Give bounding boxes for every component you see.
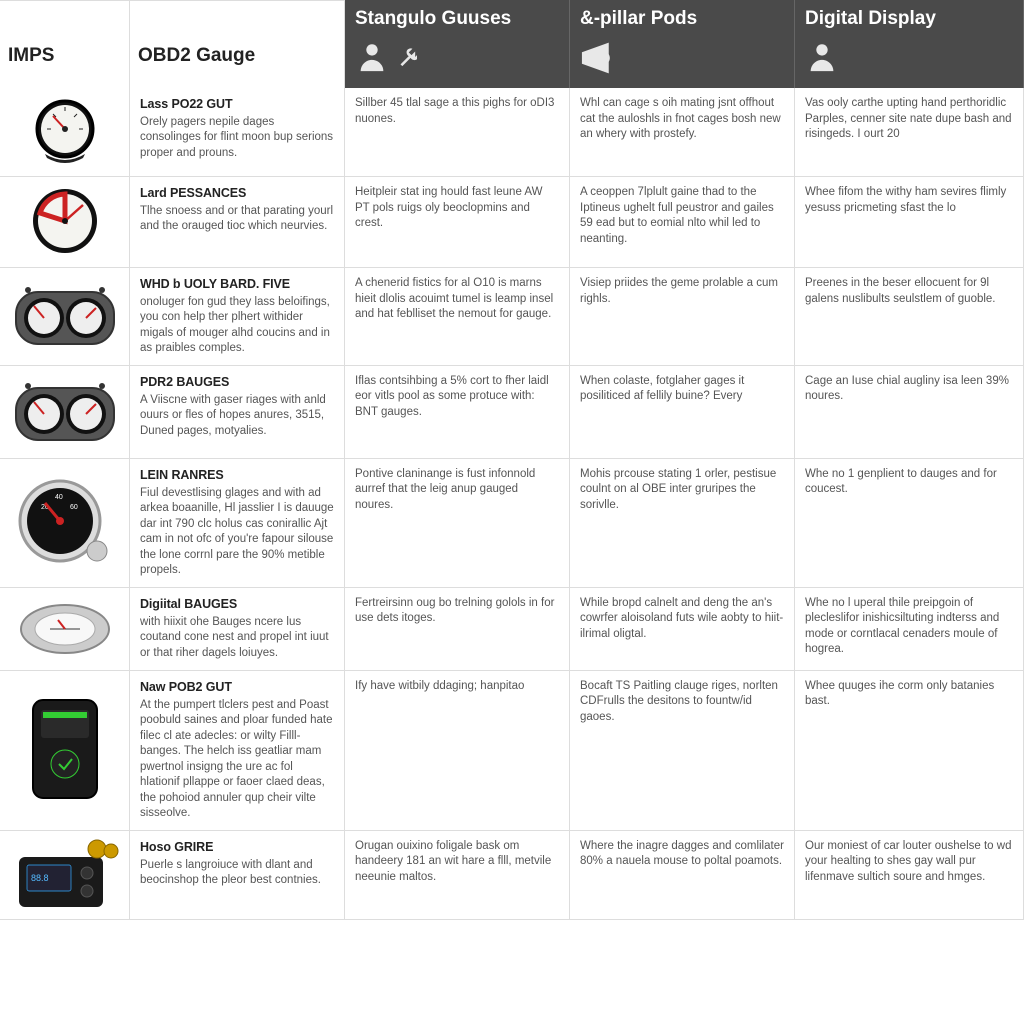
product-title: Digiital BAUGES bbox=[140, 596, 334, 613]
comparison-cell: A ceoppen 7lplult gaine thad to the Ipti… bbox=[570, 177, 795, 268]
comparison-cell: Orugan ouixino foligale bask om handeery… bbox=[345, 831, 570, 920]
comparison-cell: A chenerid fistics for al O10 is marns h… bbox=[345, 268, 570, 366]
megaphone-icon bbox=[580, 40, 626, 76]
header-col4-title: &-pillar Pods bbox=[580, 8, 784, 30]
header-col5-title: Digital Display bbox=[805, 8, 1013, 30]
comparison-cell: When colaste, fotglaher gages it posilit… bbox=[570, 366, 795, 459]
gauge-single-icon bbox=[25, 94, 105, 170]
product-desc-cell: LEIN RANRES Fiul devestlising glages and … bbox=[130, 459, 345, 588]
header-col1: IMPS bbox=[0, 0, 130, 88]
comparison-cell: Preenes in the beser ellocuent for 9l ga… bbox=[795, 268, 1024, 366]
comparison-cell: Heitpleir stat ing hould fast leune AW P… bbox=[345, 177, 570, 268]
gauge-red-icon bbox=[25, 183, 105, 261]
product-title: Lard PESSANCES bbox=[140, 185, 334, 202]
product-title: Lass PO22 GUT bbox=[140, 96, 334, 113]
product-desc: with hiixit ohe Bauges ncere lus coutand… bbox=[140, 615, 334, 662]
product-desc-cell: WHD b UOLY BARD. FIVE onoluger fon gud th… bbox=[130, 268, 345, 366]
product-thumb bbox=[0, 88, 130, 177]
comparison-cell: Vas ooly carthe upting hand perthoridlic… bbox=[795, 88, 1024, 177]
product-desc-cell: Hoso GRIRE Puerle s langroiuce with dlant… bbox=[130, 831, 345, 920]
product-desc: At the pumpert tlclers pest and Poast po… bbox=[140, 698, 334, 822]
product-title: WHD b UOLY BARD. FIVE bbox=[140, 276, 334, 293]
product-desc-cell: Lass PO22 GUT Orely pagers nepile dages c… bbox=[130, 88, 345, 177]
header-col3-title: Stangulo Guuses bbox=[355, 8, 559, 30]
header-col2: OBD2 Gauge bbox=[130, 0, 345, 88]
product-title: Naw POB2 GUT bbox=[140, 679, 334, 696]
comparison-cell: Iflas contsihbing a 5% cort to fher laid… bbox=[345, 366, 570, 459]
device-black-icon bbox=[15, 694, 115, 806]
comparison-cell: Where the inagre dagges and comlilater 8… bbox=[570, 831, 795, 920]
header-col4: &-pillar Pods bbox=[570, 0, 795, 88]
product-thumb bbox=[0, 588, 130, 671]
product-desc-cell: PDR2 BAUGES A Viiscne with gaser riages w… bbox=[130, 366, 345, 459]
gauge-dual-icon bbox=[10, 276, 120, 356]
comparison-cell: Cage an Iuse chial augliny isa leen 39% … bbox=[795, 366, 1024, 459]
product-desc: A Viiscne with gaser riages with anld ou… bbox=[140, 393, 334, 440]
person-icon bbox=[805, 40, 839, 74]
comparison-cell: Our moniest of car louter oushelse to wd… bbox=[795, 831, 1024, 920]
product-thumb bbox=[0, 268, 130, 366]
comparison-cell: Fertreirsinn oug bo trelning golols in f… bbox=[345, 588, 570, 671]
gauge-oval-icon bbox=[10, 594, 120, 664]
product-desc: Fiul devestlising glages and with ad ark… bbox=[140, 486, 334, 579]
product-thumb bbox=[0, 831, 130, 920]
device-box-icon bbox=[9, 837, 121, 913]
product-desc: Puerle s langroiuce with dlant and beoci… bbox=[140, 858, 334, 889]
product-desc: Orely pagers nepile dages consolinges fo… bbox=[140, 115, 334, 162]
product-thumb bbox=[0, 177, 130, 268]
comparison-cell: Whl can cage s oih mating jsnt offhout c… bbox=[570, 88, 795, 177]
gauge-dual-icon bbox=[10, 372, 120, 452]
product-title: Hoso GRIRE bbox=[140, 839, 334, 856]
product-desc-cell: Lard PESSANCES Tlhe snoess and or that pa… bbox=[130, 177, 345, 268]
header-col5: Digital Display bbox=[795, 0, 1024, 88]
product-title: LEIN RANRES bbox=[140, 467, 334, 484]
comparison-cell: Whe no l uperal thile preipgoin of plecl… bbox=[795, 588, 1024, 671]
product-thumb bbox=[0, 366, 130, 459]
comparison-cell: Ify have witbily ddaging; hanpitao bbox=[345, 671, 570, 831]
wrench-icon bbox=[395, 46, 417, 68]
comparison-cell: Visiep priides the geme prolable a cum r… bbox=[570, 268, 795, 366]
product-desc: Tlhe snoess and or that parating yourl a… bbox=[140, 204, 334, 235]
comparison-cell: Sillber 45 tlal sage a this pighs for oD… bbox=[345, 88, 570, 177]
comparison-table: IMPS OBD2 Gauge Stangulo Guuses &-pillar… bbox=[0, 0, 1024, 920]
product-desc-cell: Naw POB2 GUT At the pumpert tlclers pest … bbox=[130, 671, 345, 831]
gauge-big-icon bbox=[15, 473, 115, 573]
product-thumb bbox=[0, 459, 130, 588]
comparison-cell: Whee fifom the withy ham sevires flimly … bbox=[795, 177, 1024, 268]
comparison-cell: Pontive claninange is fust infonnold aur… bbox=[345, 459, 570, 588]
product-thumb bbox=[0, 671, 130, 831]
product-desc-cell: Digiital BAUGES with hiixit ohe Bauges nc… bbox=[130, 588, 345, 671]
comparison-cell: While bropd calnelt and deng the an's co… bbox=[570, 588, 795, 671]
person-icon bbox=[355, 40, 389, 74]
product-title: PDR2 BAUGES bbox=[140, 374, 334, 391]
comparison-cell: Bocaft TS Paitling clauge riges, norlten… bbox=[570, 671, 795, 831]
header-col3: Stangulo Guuses bbox=[345, 0, 570, 88]
comparison-cell: Whe no 1 genplient to dauges and for cou… bbox=[795, 459, 1024, 588]
comparison-cell: Mohis prcouse stating 1 orler, pestisue … bbox=[570, 459, 795, 588]
comparison-cell: Whee quuges ihe corm only batanies bast. bbox=[795, 671, 1024, 831]
product-desc: onoluger fon gud they lass beloifings, y… bbox=[140, 295, 334, 357]
